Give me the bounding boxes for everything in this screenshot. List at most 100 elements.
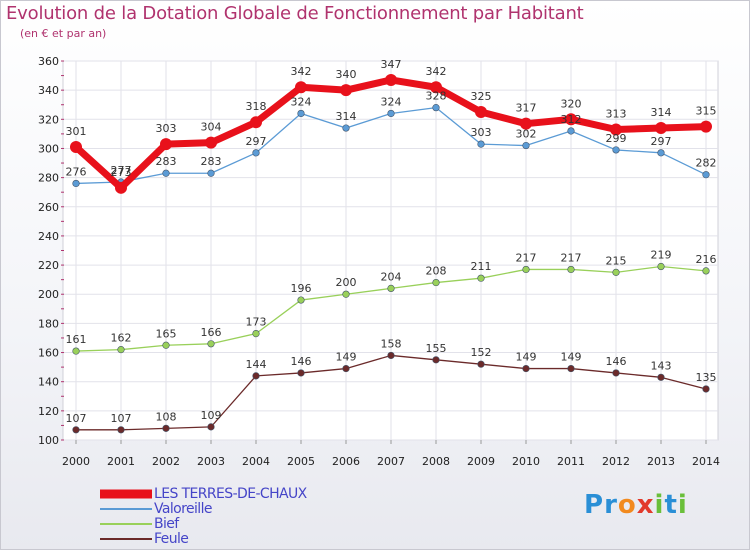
data-point-feule — [522, 364, 530, 373]
legend-swatch-feule — [100, 538, 152, 540]
data-point-feule — [207, 423, 215, 431]
data-point-bief — [72, 347, 80, 355]
data-label-valoreille: 314 — [336, 110, 357, 123]
data-point-les-terres-de-chaux — [70, 141, 82, 154]
data-label-les-terres-de-chaux: 301 — [66, 125, 87, 138]
data-point-les-terres-de-chaux — [700, 120, 712, 133]
data-label-les-terres-de-chaux: 314 — [651, 106, 672, 119]
data-label-feule: 149 — [336, 351, 357, 364]
x-tick-label: 2014 — [692, 455, 720, 468]
y-tick-label: 180 — [38, 317, 59, 330]
data-label-feule: 144 — [246, 358, 267, 371]
y-tick-label: 140 — [38, 376, 59, 389]
data-label-bief: 200 — [336, 276, 357, 289]
data-label-valoreille: 299 — [606, 132, 627, 145]
logo-letter: i — [677, 490, 688, 520]
data-point-feule — [297, 369, 305, 377]
data-point-feule — [702, 385, 710, 393]
data-label-feule: 135 — [696, 371, 717, 384]
data-label-les-terres-de-chaux: 340 — [336, 68, 357, 81]
logo-letter: i — [654, 490, 665, 520]
x-tick-label: 2000 — [62, 455, 90, 468]
data-label-feule: 146 — [606, 355, 627, 368]
data-point-feule — [612, 369, 620, 377]
x-tick-label: 2013 — [647, 455, 675, 468]
data-point-feule — [342, 364, 350, 373]
chart-title: Evolution de la Dotation Globale de Fonc… — [6, 3, 584, 24]
x-tick-label: 2010 — [512, 455, 540, 468]
x-tick-label: 2008 — [422, 455, 450, 468]
data-point-bief — [522, 265, 530, 274]
legend-item: Feule — [100, 530, 307, 547]
data-point-feule — [432, 356, 440, 364]
data-point-bief — [387, 284, 395, 293]
y-tick-label: 240 — [38, 230, 59, 243]
data-label-feule: 107 — [66, 412, 87, 425]
legend-item: LES TERRES-DE-CHAUX — [100, 486, 307, 502]
data-label-feule: 158 — [381, 337, 402, 350]
data-point-bief — [162, 341, 170, 349]
data-label-feule: 155 — [426, 342, 447, 355]
data-label-valoreille: 276 — [66, 165, 87, 178]
legend-swatch-bief — [100, 523, 152, 525]
y-tick-label: 100 — [38, 434, 59, 447]
data-point-feule — [387, 351, 395, 360]
data-label-valoreille: 277 — [111, 164, 132, 177]
data-point-bief — [207, 340, 215, 348]
x-tick-label: 2001 — [107, 455, 135, 468]
x-tick-label: 2007 — [377, 455, 405, 468]
data-label-les-terres-de-chaux: 318 — [246, 100, 267, 113]
logo-letter: P — [584, 490, 605, 520]
data-point-valoreille — [432, 104, 440, 112]
data-label-bief: 204 — [381, 270, 402, 283]
data-point-feule — [657, 373, 665, 381]
data-point-feule — [477, 360, 485, 368]
data-label-bief: 208 — [426, 265, 447, 278]
data-label-bief: 162 — [111, 332, 132, 345]
data-point-feule — [162, 424, 170, 432]
data-label-bief: 196 — [291, 282, 312, 295]
data-point-les-terres-de-chaux — [160, 138, 172, 151]
data-point-feule — [567, 364, 575, 373]
data-point-bief — [657, 262, 665, 271]
data-label-feule: 109 — [201, 409, 222, 422]
x-tick-label: 2002 — [152, 455, 180, 468]
data-point-valoreille — [612, 146, 620, 154]
data-label-les-terres-de-chaux: 342 — [426, 65, 447, 78]
logo-letter: t — [664, 490, 678, 520]
data-point-les-terres-de-chaux — [520, 117, 532, 130]
data-label-feule: 149 — [561, 351, 582, 364]
logo-letter: o — [617, 490, 637, 520]
data-label-bief: 216 — [696, 253, 717, 266]
legend-item: Valoreille — [100, 501, 307, 517]
data-point-valoreille — [72, 179, 80, 188]
data-point-bief — [117, 346, 125, 354]
data-label-bief: 161 — [66, 333, 87, 346]
data-point-valoreille — [342, 124, 350, 132]
y-tick-label: 360 — [38, 55, 59, 68]
data-label-valoreille: 303 — [471, 126, 492, 139]
data-label-les-terres-de-chaux: 313 — [606, 108, 627, 121]
data-label-valoreille: 324 — [291, 95, 312, 108]
data-label-valoreille: 328 — [426, 90, 447, 103]
data-label-bief: 211 — [471, 260, 492, 273]
data-label-bief: 217 — [561, 251, 582, 264]
data-point-les-terres-de-chaux — [115, 181, 127, 194]
data-point-les-terres-de-chaux — [340, 84, 352, 97]
y-tick-label: 120 — [38, 405, 59, 418]
data-label-les-terres-de-chaux: 273 — [111, 166, 132, 179]
x-tick-label: 2005 — [287, 455, 315, 468]
chart-subtitle: (en € et par an) — [20, 27, 107, 40]
legend-label: Feule — [154, 530, 189, 547]
data-point-les-terres-de-chaux — [430, 81, 442, 94]
data-point-les-terres-de-chaux — [655, 122, 667, 135]
y-tick-label: 200 — [38, 288, 59, 301]
data-point-les-terres-de-chaux — [610, 123, 622, 136]
data-label-feule: 152 — [471, 346, 492, 359]
y-tick-label: 340 — [38, 84, 59, 97]
data-point-feule — [72, 426, 80, 434]
legend-label: Bief — [154, 515, 179, 532]
data-label-feule: 149 — [516, 351, 537, 364]
data-label-les-terres-de-chaux: 315 — [696, 105, 717, 118]
data-point-bief — [567, 265, 575, 274]
